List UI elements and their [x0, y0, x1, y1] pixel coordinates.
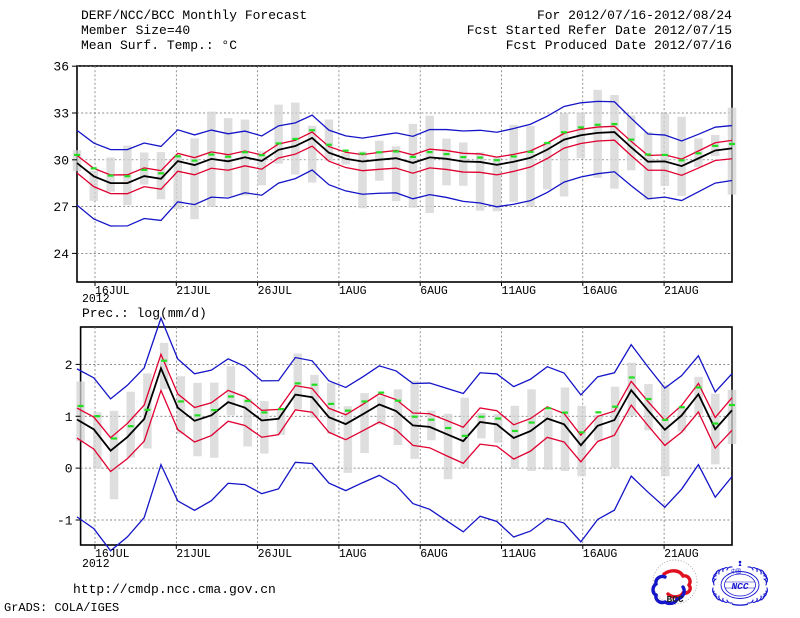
svg-text:6AUG: 6AUG — [420, 285, 448, 298]
svg-text:1: 1 — [65, 410, 73, 425]
svg-text:0: 0 — [65, 462, 73, 477]
svg-text:6AUG: 6AUG — [420, 548, 448, 561]
svg-text:11AUG: 11AUG — [502, 548, 537, 561]
svg-text:11AUG: 11AUG — [502, 285, 537, 298]
svg-text:26JUL: 26JUL — [258, 548, 293, 561]
svg-text:21AUG: 21AUG — [664, 285, 699, 298]
svg-text:NCC: NCC — [731, 581, 748, 592]
svg-text:36: 36 — [53, 60, 69, 75]
svg-text:BCC: BCC — [666, 594, 683, 605]
svg-text:33: 33 — [53, 107, 69, 122]
svg-text:24: 24 — [53, 247, 69, 262]
svg-text:2: 2 — [65, 358, 73, 373]
svg-text:16AUG: 16AUG — [583, 285, 618, 298]
svg-text:中国: 中国 — [731, 568, 741, 575]
svg-text:-1: -1 — [57, 514, 73, 529]
svg-text:26JUL: 26JUL — [258, 285, 293, 298]
svg-text:1AUG: 1AUG — [339, 548, 367, 561]
svg-text:21JUL: 21JUL — [176, 548, 211, 561]
svg-text:30: 30 — [53, 153, 69, 168]
svg-text:27: 27 — [53, 200, 69, 215]
svg-text:21JUL: 21JUL — [176, 285, 211, 298]
svg-text:16AUG: 16AUG — [583, 548, 618, 561]
svg-text:1AUG: 1AUG — [339, 285, 367, 298]
